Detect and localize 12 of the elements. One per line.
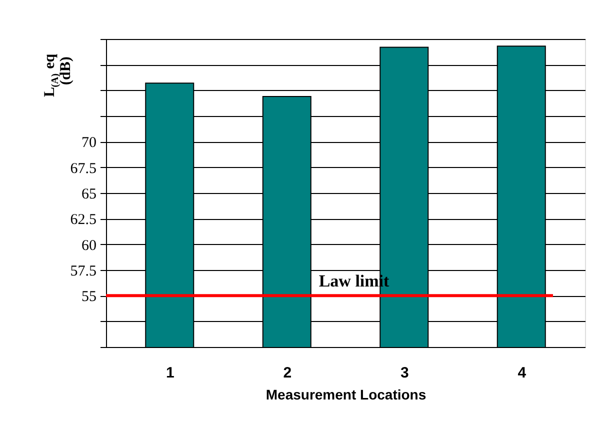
y-tick-label: 67.5	[70, 160, 96, 177]
x-tick-label: 1	[166, 364, 174, 382]
x-axis-title: Measurement Locations	[266, 386, 426, 402]
y-tick-label: 70	[82, 135, 96, 152]
y-tick-label: 60	[82, 238, 96, 254]
y-tick-label: 55	[82, 289, 96, 306]
y-tick-label: 65	[82, 186, 96, 202]
x-tick-label: 2	[283, 364, 292, 382]
x-tick-label: 3	[400, 364, 409, 382]
x-tick-label: 4	[518, 364, 527, 382]
y-tick-label: 57.5	[70, 264, 96, 280]
y-tick-label: 62.5	[70, 212, 96, 228]
